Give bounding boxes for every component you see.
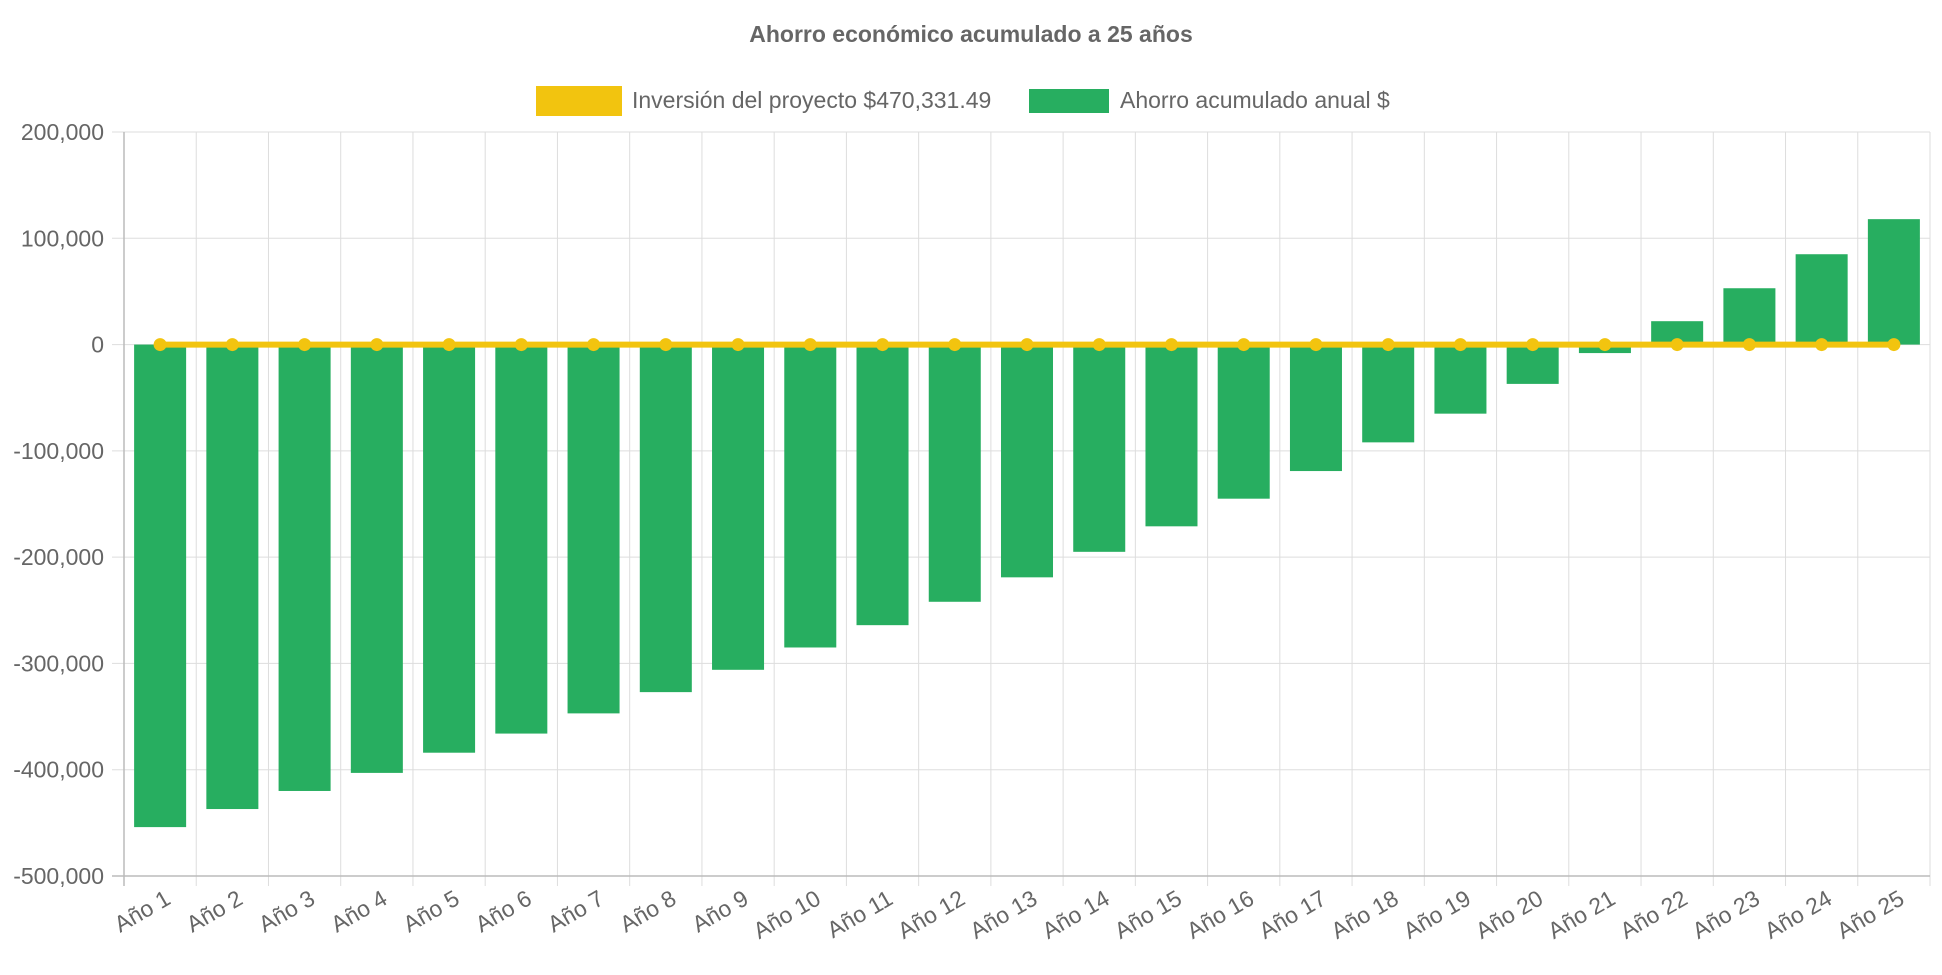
line-point	[1092, 338, 1106, 352]
bar	[134, 344, 187, 828]
y-tick-label: -300,000	[13, 650, 104, 676]
line-point	[587, 338, 601, 352]
bar	[784, 344, 837, 648]
line-point	[514, 338, 528, 352]
bar	[567, 344, 620, 714]
bar	[856, 344, 909, 626]
y-tick-label: -500,000	[13, 863, 104, 889]
x-tick-label: Año 15	[1110, 885, 1186, 944]
x-tick-label: Año 20	[1471, 885, 1547, 944]
line-point	[1742, 338, 1756, 352]
line-point	[1453, 338, 1467, 352]
bar	[639, 344, 692, 693]
bar	[206, 344, 259, 810]
x-tick-label: Año 4	[326, 885, 391, 938]
x-tick-label: Año 24	[1760, 885, 1836, 944]
line-point	[298, 338, 312, 352]
x-tick-label: Año 18	[1327, 885, 1403, 944]
line-point	[876, 338, 890, 352]
bar	[1434, 344, 1487, 414]
bar	[423, 344, 476, 753]
x-tick-label: Año 8	[615, 885, 680, 938]
bar	[1217, 344, 1270, 499]
x-tick-label: Año 16	[1182, 885, 1258, 944]
x-tick-label: Año 21	[1543, 885, 1619, 944]
legend-label-savings: Ahorro acumulado anual $	[1120, 87, 1390, 113]
line-point	[370, 338, 384, 352]
line-point	[1309, 338, 1323, 352]
bar	[928, 344, 981, 602]
line-point	[1670, 338, 1684, 352]
x-tick-label: Año 14	[1038, 885, 1114, 944]
x-tick-label: Año 9	[687, 885, 752, 938]
y-tick-label: -400,000	[13, 757, 104, 783]
x-tick-label: Año 1	[110, 885, 175, 938]
x-tick-label: Año 5	[399, 885, 464, 938]
legend-label-investment: Inversión del proyecto $470,331.49	[632, 87, 991, 113]
chart-title: Ahorro económico acumulado a 25 años	[749, 21, 1193, 47]
grid	[112, 131, 1931, 886]
line-point	[442, 338, 456, 352]
y-tick-label: -200,000	[13, 544, 104, 570]
x-tick-label: Año 10	[749, 885, 825, 944]
x-tick-label: Año 11	[822, 885, 897, 943]
x-tick-label: Año 12	[893, 885, 969, 944]
x-tick-label: Año 22	[1616, 885, 1692, 944]
bar	[1073, 344, 1126, 552]
bar	[1651, 321, 1704, 345]
x-tick-label: Año 2	[182, 885, 247, 938]
line-point	[1237, 338, 1251, 352]
x-tick-label: Año 23	[1688, 885, 1764, 944]
y-tick-label: 0	[91, 332, 104, 358]
line-point	[659, 338, 673, 352]
line-point	[1887, 338, 1901, 352]
bar	[1506, 344, 1559, 384]
y-tick-label: 100,000	[21, 225, 104, 251]
bar	[1145, 344, 1198, 527]
y-axis: 200,000 100,000 0 -100,000 -200,000 -300,000 -…	[13, 119, 104, 889]
legend-swatch-savings	[1029, 89, 1109, 113]
line-point	[1526, 338, 1540, 352]
bars-series-savings	[134, 219, 1920, 828]
line-point	[1164, 338, 1178, 352]
bar	[350, 344, 403, 773]
x-tick-label: Año 25	[1832, 885, 1908, 944]
line-point	[1598, 338, 1612, 352]
bar	[1362, 344, 1415, 443]
bar	[712, 344, 765, 670]
x-tick-label: Año 3	[254, 885, 319, 938]
legend-swatch-investment	[536, 86, 622, 116]
bar	[278, 344, 331, 791]
x-tick-label: Año 6	[471, 885, 536, 938]
line-point	[803, 338, 817, 352]
line-point	[731, 338, 745, 352]
bar	[1289, 344, 1342, 472]
line-point	[1381, 338, 1395, 352]
y-tick-label: -100,000	[13, 438, 104, 464]
line-point	[225, 338, 239, 352]
line-point	[1815, 338, 1829, 352]
x-axis: Año 1 Año 2 Año 3 Año 4 Año 5 Año 6 Año 7 Año 8…	[110, 885, 1909, 944]
x-tick-label: Año 13	[965, 885, 1041, 944]
x-tick-label: Año 17	[1254, 885, 1330, 944]
x-tick-label: Año 19	[1399, 885, 1475, 944]
line-point	[1020, 338, 1034, 352]
bar	[1723, 288, 1776, 345]
line-point	[153, 338, 167, 352]
y-tick-label: 200,000	[21, 119, 104, 145]
bar	[1000, 344, 1054, 578]
bar	[1795, 254, 1848, 345]
bar	[495, 344, 548, 734]
line-point	[948, 338, 962, 352]
line-series-investment	[153, 338, 1901, 352]
legend: Inversión del proyecto $470,331.49 Ahorr…	[536, 86, 1390, 116]
bar	[1867, 219, 1920, 345]
x-tick-label: Año 7	[543, 885, 608, 938]
